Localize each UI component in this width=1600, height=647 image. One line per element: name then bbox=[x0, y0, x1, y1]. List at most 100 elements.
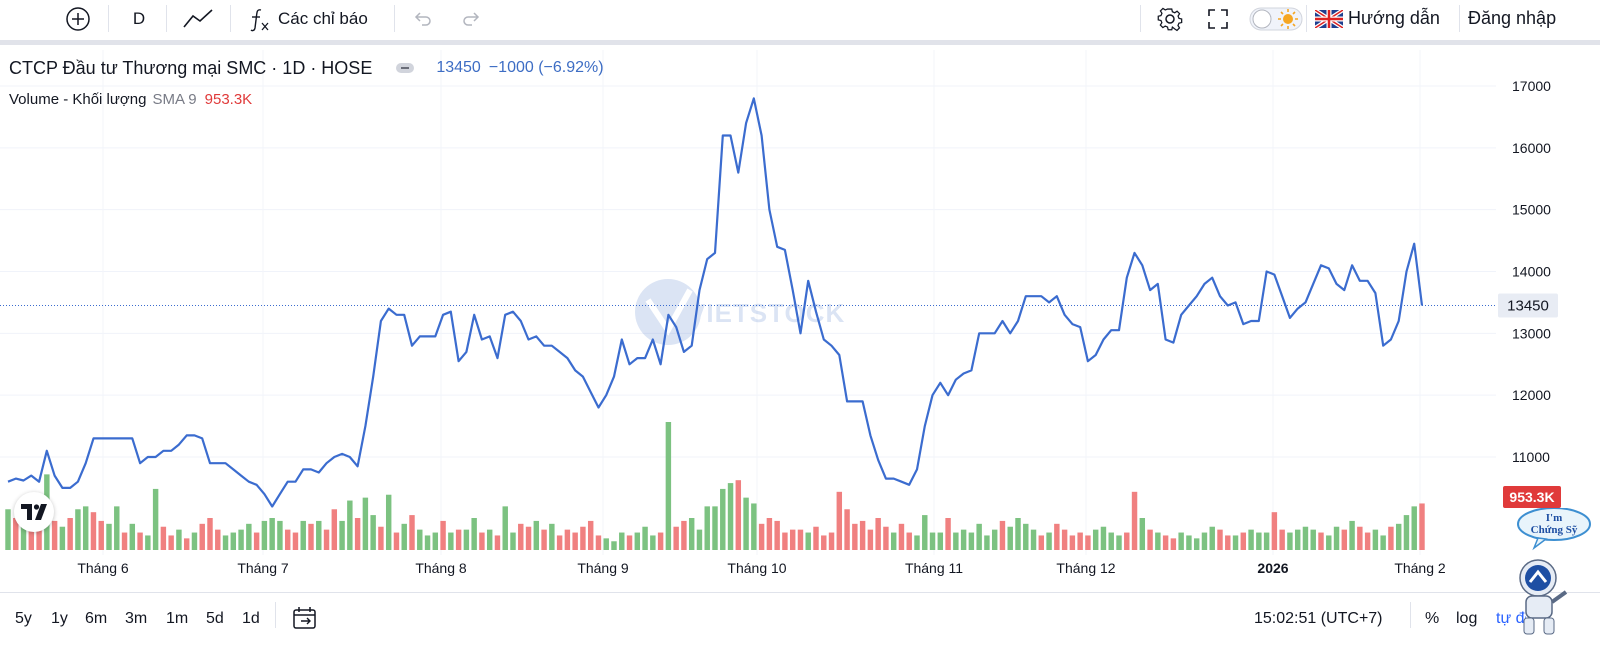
time-tick-label: Tháng 2 bbox=[1394, 560, 1446, 576]
volume-bar bbox=[284, 529, 291, 550]
tradingview-logo[interactable] bbox=[14, 492, 54, 532]
log-toggle[interactable]: log bbox=[1456, 610, 1478, 627]
range-3m-button[interactable]: 3m bbox=[125, 610, 148, 627]
volume-bar bbox=[712, 506, 718, 550]
volume-bar bbox=[160, 526, 167, 550]
volume-bar bbox=[1139, 518, 1146, 550]
last-price-label-bg bbox=[1498, 293, 1558, 318]
volume-bar bbox=[751, 503, 757, 550]
volume-bar bbox=[300, 520, 306, 550]
time-tick-label: Tháng 12 bbox=[1056, 560, 1115, 576]
volume-bar bbox=[836, 491, 843, 550]
volume-bar bbox=[1372, 529, 1379, 550]
volume-bar bbox=[984, 535, 990, 550]
volume-bar bbox=[1333, 526, 1340, 550]
settings-button[interactable] bbox=[1155, 0, 1185, 37]
volume-bar bbox=[1248, 529, 1254, 550]
volume-bar bbox=[797, 529, 804, 550]
volume-bar bbox=[906, 532, 912, 550]
price-tick-label: 17000 bbox=[1512, 78, 1551, 94]
volume-bar bbox=[735, 480, 742, 550]
volume-bar bbox=[937, 532, 944, 550]
time-tick-label: Tháng 11 bbox=[905, 560, 963, 576]
volume-bar bbox=[354, 518, 361, 550]
volume-bar bbox=[137, 532, 143, 550]
volume-bar bbox=[953, 532, 959, 550]
price-chart[interactable]: VIETSTOCK 17000 16000 15000 14000 13000 12000… bbox=[0, 45, 1600, 592]
volume-bar bbox=[968, 532, 975, 550]
volume-bar bbox=[1364, 532, 1371, 550]
range-5d-button[interactable]: 5d bbox=[206, 610, 224, 627]
price-tick-label: 16000 bbox=[1512, 140, 1551, 156]
range-1y-button[interactable]: 1y bbox=[51, 610, 68, 627]
volume-axis-label: 953.3K bbox=[1509, 489, 1554, 505]
volume-bar bbox=[789, 529, 796, 550]
volume-bar bbox=[821, 535, 827, 550]
volume-bar bbox=[898, 523, 905, 550]
volume-legend: Volume - Khối lượng SMA 9 953.3K bbox=[9, 88, 252, 110]
percent-toggle[interactable]: % bbox=[1425, 610, 1440, 627]
volume-bar bbox=[199, 523, 205, 550]
volume-bar bbox=[1225, 535, 1231, 550]
tv-logo-icon bbox=[21, 504, 47, 520]
redo-button[interactable] bbox=[460, 0, 484, 37]
undo-button[interactable] bbox=[410, 0, 434, 37]
volume-bar bbox=[766, 518, 773, 550]
redo-icon bbox=[463, 11, 480, 26]
volume-bar bbox=[1310, 529, 1316, 550]
volume-bar bbox=[999, 520, 1006, 550]
volume-bar bbox=[114, 506, 120, 550]
collapse-toggle[interactable] bbox=[396, 63, 415, 73]
volume-bar bbox=[1162, 535, 1169, 550]
sun-toggle-icon bbox=[1249, 7, 1303, 30]
time-tick-label: Tháng 10 bbox=[727, 560, 786, 576]
volume-bar bbox=[448, 532, 454, 550]
volume-bar bbox=[1357, 526, 1363, 550]
guide-link[interactable]: Hướng dẫn bbox=[1348, 8, 1440, 28]
volume-bar bbox=[463, 529, 470, 550]
volume-bar bbox=[1061, 529, 1068, 550]
range-1m-button[interactable]: 1m bbox=[166, 610, 189, 627]
volume-bar bbox=[1403, 515, 1410, 550]
goto-date-button[interactable] bbox=[292, 605, 318, 636]
volume-bar bbox=[634, 532, 641, 550]
add-symbol-button[interactable] bbox=[60, 0, 96, 37]
theme-toggle[interactable] bbox=[1248, 0, 1304, 37]
range-6m-button[interactable]: 6m bbox=[85, 610, 108, 627]
volume-bar bbox=[572, 532, 578, 550]
interval-button[interactable]: D bbox=[132, 8, 146, 28]
mascot-robot-icon bbox=[1517, 507, 1591, 635]
volume-bar bbox=[945, 518, 951, 550]
volume-bar bbox=[20, 515, 27, 550]
clock[interactable]: 15:02:51 (UTC+7) bbox=[1254, 610, 1383, 627]
time-tick-label: Tháng 6 bbox=[77, 560, 129, 576]
volume-bar bbox=[98, 520, 104, 550]
fullscreen-icon bbox=[1208, 8, 1228, 29]
indicators-button[interactable]: Các chỉ báo bbox=[278, 8, 368, 28]
volume-bar bbox=[1054, 523, 1060, 550]
volume-bar bbox=[1287, 532, 1293, 550]
mascot-bubble-text: I'm Chứng Sỹ bbox=[1530, 512, 1578, 536]
volume-bar bbox=[152, 488, 159, 550]
login-button[interactable]: Đăng nhập bbox=[1468, 8, 1557, 28]
volume-legend-value: 953.3K bbox=[204, 90, 253, 108]
auto-toggle[interactable]: tự động bbox=[1496, 610, 1526, 627]
chart-style-button[interactable] bbox=[178, 0, 218, 37]
range-1d-button[interactable]: 1d bbox=[242, 610, 260, 627]
range-5y-button[interactable]: 5y bbox=[15, 610, 32, 627]
toolbar-divider bbox=[0, 40, 1600, 45]
volume-bar bbox=[121, 532, 128, 550]
volume-bar bbox=[642, 526, 648, 550]
volume-bar bbox=[1124, 532, 1130, 550]
fullscreen-button[interactable] bbox=[1203, 0, 1233, 37]
volume-bar bbox=[308, 523, 314, 550]
volume-bar bbox=[479, 532, 485, 550]
volume-bar bbox=[1302, 526, 1309, 550]
volume-bar bbox=[650, 535, 656, 550]
volume-bar bbox=[1178, 532, 1184, 550]
volume-bar bbox=[1232, 535, 1239, 550]
chung-sy-mascot[interactable]: I'm Chứng Sỹ bbox=[1508, 507, 1600, 642]
volume-bar bbox=[1155, 532, 1161, 550]
volume-bar bbox=[1201, 532, 1208, 550]
volume-bar bbox=[339, 520, 345, 550]
